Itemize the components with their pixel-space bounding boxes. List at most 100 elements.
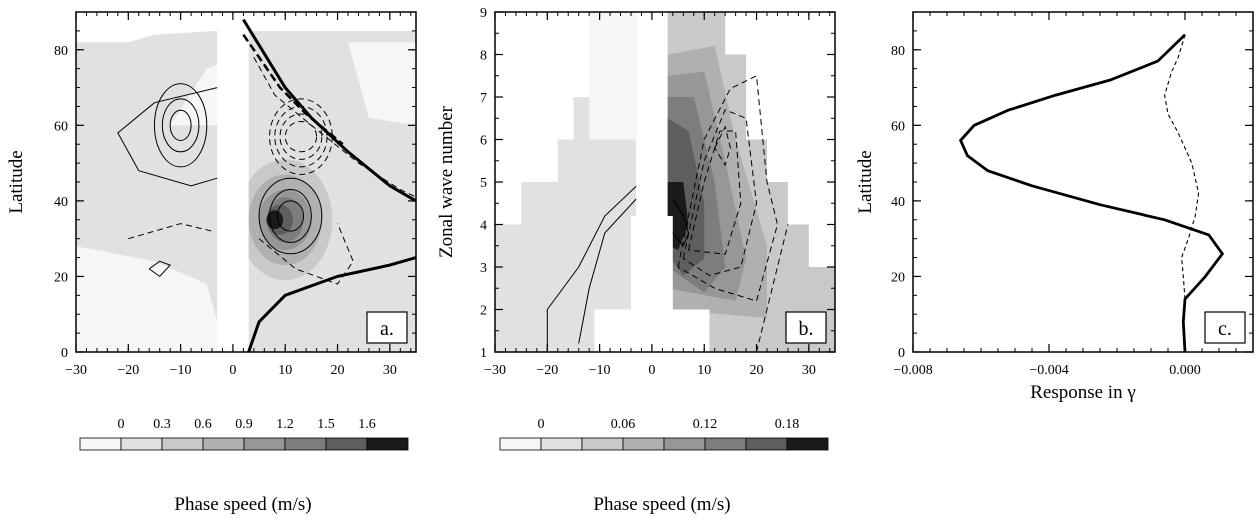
panel-b-xtick-label: 30 [802, 363, 816, 378]
panel-b-label-box: b. [785, 311, 827, 344]
panel-c-ytick-label: 20 [891, 270, 905, 285]
panel-b-colorbar-swatch [786, 437, 829, 451]
panel-b-colorbar-swatch [663, 437, 706, 451]
panel-b-ytick-label: 6 [480, 134, 487, 149]
panel-a-xlabel: Phase speed (m/s) [174, 494, 311, 515]
panel-b-ytick-label: 9 [480, 6, 487, 21]
panel-a-xtick-label: −10 [170, 363, 192, 378]
panel-a-colorbar-swatch [366, 437, 409, 451]
panel-b-xtick-label: −20 [536, 363, 558, 378]
panel-a-ylabel: Latitude [6, 150, 27, 213]
panel-a-xtick-label: −30 [65, 363, 87, 378]
panel-a-colorbar-label: 1.2 [276, 417, 294, 432]
panel-a-ytick-label: 0 [61, 346, 68, 361]
panel-b-xlabel: Phase speed (m/s) [593, 494, 730, 515]
critical-line-lower [247, 256, 417, 353]
panel-b-contours [546, 75, 789, 353]
dashed-contour [258, 223, 354, 285]
panel-a-colorbar: 0 0.3 0.6 0.9 1.2 1.5 1.6 [79, 417, 409, 451]
panel-b-ytick-label: 5 [480, 176, 487, 191]
dashed-contour [714, 125, 731, 167]
panel-c-xtick-label: 0.000 [1169, 363, 1201, 378]
solid-contour [672, 198, 690, 247]
panel-a-colorbar-label: 1.5 [317, 417, 335, 432]
panel-c-frame [912, 11, 1254, 353]
panel-b-xtick-label: −10 [589, 363, 611, 378]
panel-c: −0.008 −0.004 0.000 0 20 40 60 80 c. Latitude R… [855, 11, 1254, 403]
panel-c-ticks: −0.008 −0.004 0.000 0 20 40 60 80 [891, 11, 1254, 378]
panel-a-colorbar-label: 0 [118, 417, 125, 432]
panel-a-xtick-label: 20 [331, 363, 345, 378]
panel-b: −30 −20 −10 0 10 20 30 1 2 3 4 5 6 7 8 9 b. Zonal wave … [436, 6, 836, 515]
panel-c-label: c. [1218, 318, 1232, 340]
panel-a-label: a. [380, 318, 394, 340]
panel-b-xtick-label: 0 [648, 363, 655, 378]
panel-a-contours [117, 18, 417, 353]
panel-b-ytick-label: 4 [480, 219, 487, 234]
solid-contour [153, 83, 208, 168]
solid-contour [276, 200, 305, 232]
panel-c-ytick-label: 0 [898, 346, 905, 361]
panel-b-xtick-label: 20 [750, 363, 764, 378]
panel-a-colorbar-swatch [79, 437, 122, 451]
panel-c-xlabel: Response in γ [1030, 382, 1136, 403]
panel-a-colorbar-label: 1.6 [358, 417, 376, 432]
solid-contour [161, 98, 200, 153]
panel-b-colorbar-swatch [745, 437, 788, 451]
panel-b-ytick-label: 2 [480, 304, 487, 319]
panel-b-ytick-label: 8 [480, 49, 487, 64]
panel-a-colorbar-swatch [243, 437, 286, 451]
panel-a-colorbar-label: 0.9 [235, 417, 253, 432]
panel-a-colorbar-label: 0.6 [194, 417, 212, 432]
solid-contour [258, 177, 323, 255]
panel-a-colorbar-swatch [284, 437, 327, 451]
panel-b-colorbar-swatch [622, 437, 665, 451]
panel-c-ytick-label: 80 [891, 44, 905, 59]
panel-c-ytick-label: 40 [891, 195, 905, 210]
panel-a-colorbar-swatch [325, 437, 368, 451]
panel-c-xtick-label: −0.008 [893, 363, 932, 378]
panel-a-xtick-label: 30 [383, 363, 397, 378]
panel-a-label-box: a. [366, 311, 408, 344]
dashed-contour [682, 109, 758, 277]
panel-b-label: b. [799, 318, 814, 340]
panel-a-ytick-label: 20 [54, 270, 68, 285]
dashed-contour [284, 121, 318, 153]
panel-b-colorbar-label: 0 [538, 417, 545, 432]
solid-contour [169, 109, 192, 141]
panel-b-ytick-label: 1 [480, 346, 487, 361]
panel-b-colorbar-label: 0.06 [611, 417, 636, 432]
dashed-contour [687, 130, 742, 255]
panel-c-lines [958, 33, 1225, 353]
panel-b-colorbar-label: 0.12 [693, 417, 718, 432]
panel-a-ytick-label: 80 [54, 44, 68, 59]
solid-contour [546, 185, 637, 352]
critical-line-dashed [242, 33, 344, 146]
blank-region [594, 12, 710, 352]
series-line-dashed [1164, 34, 1200, 300]
panel-a-colorbar-swatch [161, 437, 204, 451]
dashed-contour [279, 113, 323, 160]
series-line-solid [958, 33, 1225, 353]
panel-b-xtick-label: 10 [697, 363, 711, 378]
panel-b-shading [495, 12, 835, 352]
panel-c-xtick-label: −0.004 [1029, 363, 1068, 378]
dashed-contour [253, 57, 417, 198]
panel-b-xtick-label: −30 [484, 363, 506, 378]
panel-b-colorbar-swatch [581, 437, 624, 451]
panel-b-frame [494, 11, 836, 353]
blank-strip [217, 12, 249, 352]
panel-a-frame [75, 11, 417, 353]
panel-b-ytick-label: 7 [480, 91, 487, 106]
panel-b-colorbar-swatch [499, 437, 542, 451]
panel-a-ytick-label: 40 [54, 195, 68, 210]
panel-a-shading [76, 12, 416, 353]
solid-contour [148, 260, 172, 278]
panel-a-colorbar-swatch [120, 437, 163, 451]
panel-a-colorbar-label: 0.3 [153, 417, 171, 432]
panel-a-xtick-label: 10 [278, 363, 292, 378]
shade-region [589, 12, 637, 140]
solid-contour [117, 87, 218, 187]
panel-c-ylabel: Latitude [855, 150, 876, 213]
